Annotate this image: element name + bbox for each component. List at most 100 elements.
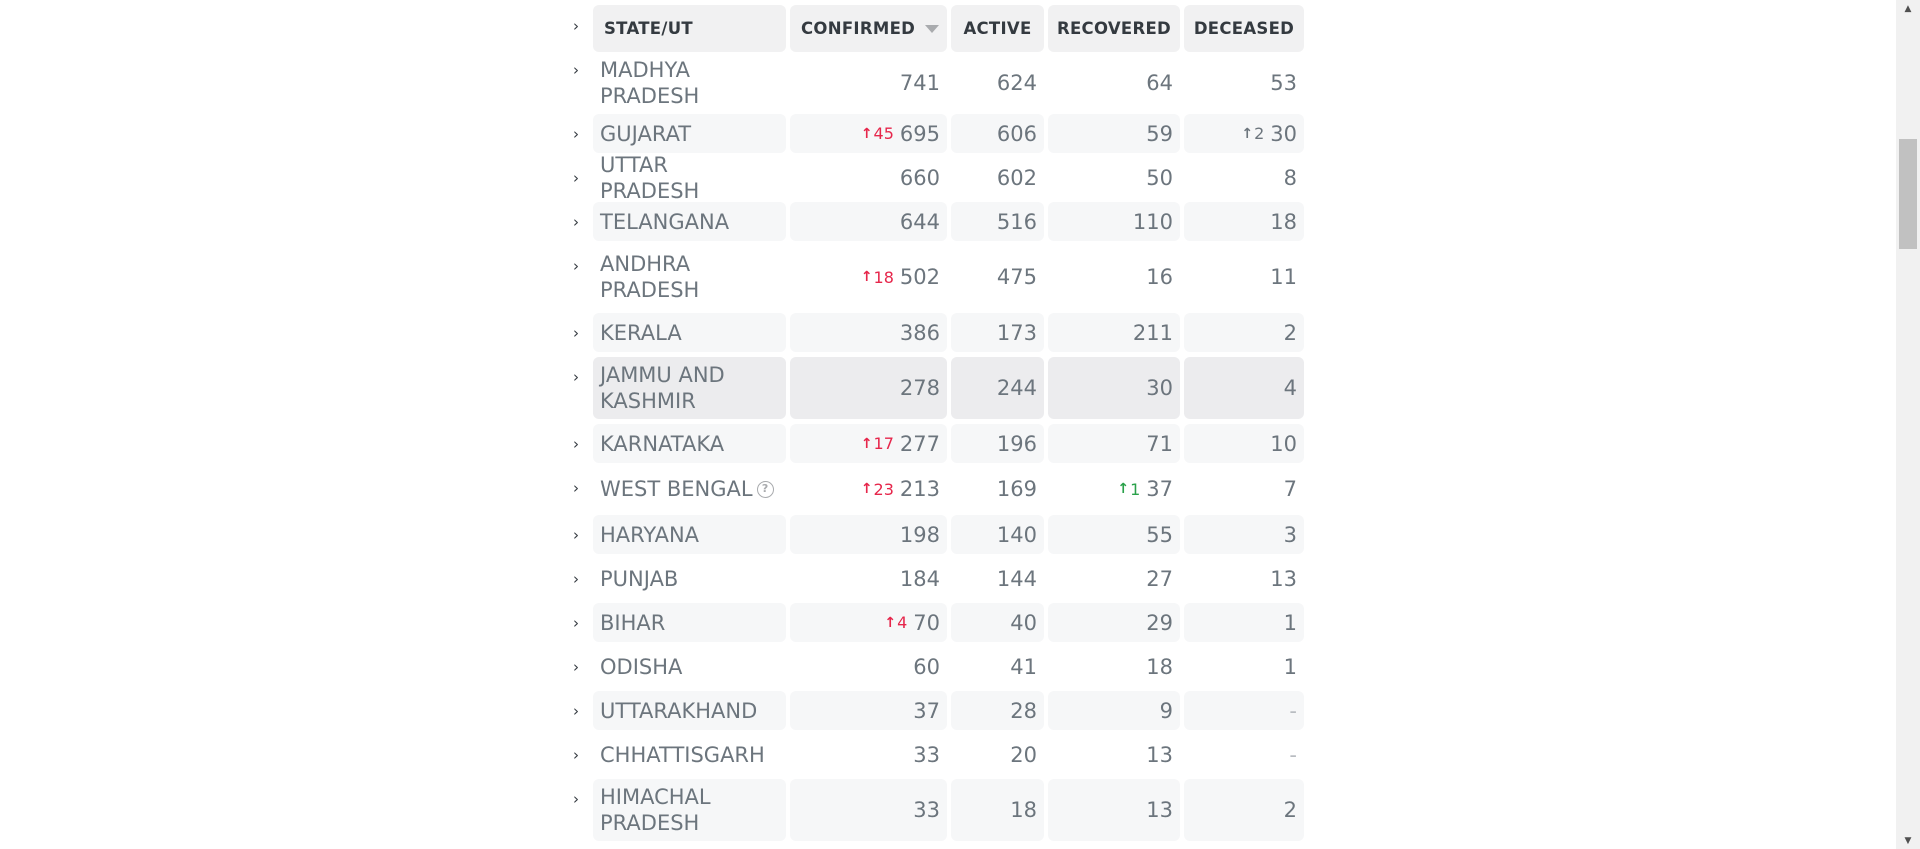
header-confirmed[interactable]: CONFIRMED (790, 5, 947, 52)
table-row[interactable]: › KERALA 386 173 211 2 (563, 313, 1304, 352)
table-row[interactable]: › HARYANA 198 140 55 3 (563, 515, 1304, 554)
state-name: UTTAR PRADESH (600, 152, 700, 203)
recovered-value: 30 (1048, 357, 1180, 419)
scroll-up-arrow-icon[interactable]: ▲ (1904, 3, 1912, 14)
header-active[interactable]: ACTIVE (951, 5, 1044, 52)
active-value: 28 (951, 691, 1044, 730)
table-row[interactable]: › JAMMU AND KASHMIR 278 244 30 4 (563, 357, 1304, 419)
chevron-right-icon[interactable]: › (573, 526, 579, 544)
state-name: HIMACHAL PRADESH (593, 779, 786, 841)
table-row[interactable]: › WEST BENGAL ? ↑ 23 213 169 ↑ 1 37 7 (563, 468, 1304, 510)
chevron-right-icon[interactable]: › (573, 257, 579, 275)
confirmed-delta: ↑ 17 (860, 434, 894, 453)
table-row[interactable]: › UTTARAKHAND 37 28 9 - (563, 691, 1304, 730)
confirmed-delta: ↑ 4 (884, 613, 908, 632)
scrollbar-thumb[interactable] (1899, 139, 1917, 249)
confirmed-value: ↑ 17 277 (790, 424, 947, 463)
chevron-right-icon[interactable]: › (573, 125, 579, 143)
state-name: CHHATTISGARH (600, 742, 765, 767)
deceased-value: - (1184, 691, 1304, 730)
chevron-right-icon[interactable]: › (573, 658, 579, 676)
recovered-value: 27 (1146, 566, 1173, 591)
chevron-right-icon[interactable]: › (573, 435, 579, 453)
recovered-value: 110 (1048, 202, 1180, 241)
table-row[interactable]: › UTTAR PRADESH 660 602 50 8 (563, 152, 1304, 203)
table-row[interactable]: › GUJARAT ↑ 45 695 606 59 ↑ 2 30 (563, 114, 1304, 153)
chevron-right-icon[interactable]: › (573, 570, 579, 588)
deceased-value: 3 (1184, 515, 1304, 554)
confirmed-value: ↑ 4 70 (790, 603, 947, 642)
deceased-value: 10 (1184, 424, 1304, 463)
table-row[interactable]: › TELANGANA 644 516 110 18 (563, 202, 1304, 241)
confirmed-value: 33 (790, 779, 947, 841)
active-value: 144 (996, 566, 1037, 591)
confirmed-delta: ↑ 23 (860, 479, 894, 499)
chevron-right-icon[interactable]: › (573, 614, 579, 632)
arrow-up-icon: ↑ (860, 125, 873, 142)
state-name: ANDHRA PRADESH (600, 252, 700, 302)
deceased-delta: ↑ 2 (1241, 124, 1265, 143)
confirmed-value: ↑ 18 502 (860, 265, 940, 289)
state-name: TELANGANA (593, 202, 786, 241)
deceased-value: 18 (1184, 202, 1304, 241)
state-name: GUJARAT (593, 114, 786, 153)
recovered-value: 9 (1048, 691, 1180, 730)
active-value: 169 (996, 477, 1037, 501)
chevron-right-icon[interactable]: › (573, 169, 579, 187)
active-value: 606 (951, 114, 1044, 153)
table-row[interactable]: › KARNATAKA ↑ 17 277 196 71 10 (563, 424, 1304, 463)
table-row[interactable]: › PUNJAB 184 144 27 13 (563, 559, 1304, 598)
active-value: 516 (951, 202, 1044, 241)
table-row[interactable]: › ODISHA 60 41 18 1 (563, 647, 1304, 686)
chevron-right-icon[interactable]: › (573, 324, 579, 342)
header-deceased[interactable]: DECEASED (1184, 5, 1304, 52)
header-recovered[interactable]: RECOVERED (1048, 5, 1180, 52)
recovered-value: 16 (1146, 265, 1173, 289)
recovered-value: 59 (1048, 114, 1180, 153)
table-row[interactable]: › BIHAR ↑ 4 70 40 29 1 (563, 603, 1304, 642)
chevron-right-icon[interactable]: › (573, 479, 579, 497)
table-row[interactable]: › CHHATTISGARH 33 20 13 - (563, 735, 1304, 774)
vertical-scrollbar[interactable]: ▲ ▼ (1896, 0, 1920, 849)
table-row[interactable]: › ANDHRA PRADESH ↑ 18 502 475 16 11 (563, 246, 1304, 308)
chevron-right-icon[interactable]: › (573, 61, 579, 79)
confirmed-value: 644 (790, 202, 947, 241)
table-row[interactable]: › HIMACHAL PRADESH 33 18 13 2 (563, 779, 1304, 841)
deceased-value: 13 (1270, 566, 1297, 591)
chevron-right-icon[interactable]: › (573, 790, 579, 808)
confirmed-delta: ↑ 18 (860, 267, 894, 287)
active-value: 475 (996, 265, 1037, 289)
active-value: 140 (951, 515, 1044, 554)
active-value: 602 (996, 165, 1037, 190)
state-name: ODISHA (600, 654, 683, 679)
active-value: 18 (951, 779, 1044, 841)
confirmed-value: 60 (913, 654, 940, 679)
recovered-value: 211 (1048, 313, 1180, 352)
state-name: WEST BENGAL ? (593, 468, 786, 510)
chevron-right-icon[interactable]: › (573, 702, 579, 720)
recovered-value: ↑ 1 37 (1117, 477, 1173, 501)
scroll-down-arrow-icon[interactable]: ▼ (1904, 835, 1912, 846)
recovered-value: 64 (1146, 71, 1173, 95)
chevron-right-icon[interactable]: › (573, 17, 579, 35)
confirmed-value: 278 (790, 357, 947, 419)
question-circle-icon[interactable]: ? (756, 480, 774, 498)
deceased-value: ↑ 2 30 (1184, 114, 1304, 153)
chevron-right-icon[interactable]: › (573, 213, 579, 231)
state-name: KARNATAKA (593, 424, 786, 463)
sort-down-icon (925, 24, 940, 33)
active-value: 624 (996, 71, 1037, 95)
confirmed-value: 741 (899, 71, 940, 95)
state-name: JAMMU AND KASHMIR (593, 357, 786, 419)
active-value: 41 (1010, 654, 1037, 679)
deceased-value: 1 (1184, 603, 1304, 642)
arrow-up-icon: ↑ (884, 614, 897, 631)
confirmed-value: ↑ 45 695 (790, 114, 947, 153)
deceased-value: - (1289, 742, 1297, 767)
table-row[interactable]: › MADHYA PRADESH 741 624 64 53 (563, 57, 1304, 109)
header-state[interactable]: STATE/UT (593, 5, 786, 52)
chevron-right-icon[interactable]: › (573, 368, 579, 386)
confirmed-value: ↑ 23 213 (860, 477, 940, 501)
chevron-right-icon[interactable]: › (573, 746, 579, 764)
state-name: KERALA (593, 313, 786, 352)
